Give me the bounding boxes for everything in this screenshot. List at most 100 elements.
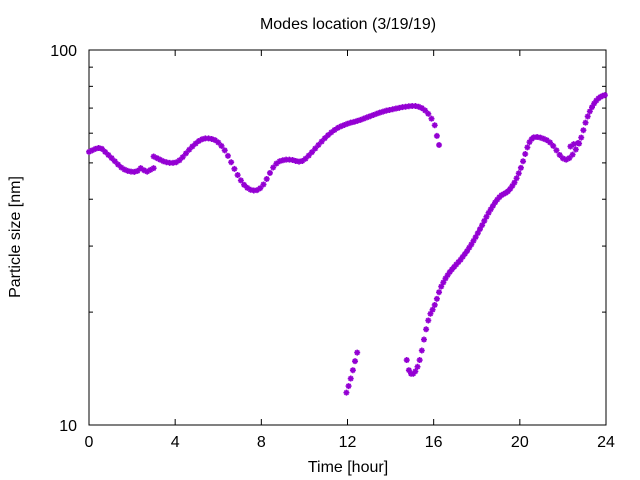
data-point [476, 226, 483, 233]
data-point [115, 161, 122, 168]
data-point [464, 248, 471, 255]
data-point [427, 310, 434, 317]
data-point [270, 164, 277, 171]
data-point [422, 107, 429, 114]
data-point [370, 111, 377, 118]
data-point [202, 135, 209, 142]
data-point [389, 106, 396, 113]
data-point [578, 134, 585, 141]
x-tick-label: 20 [511, 434, 529, 451]
data-point [431, 301, 438, 308]
data-point [509, 182, 516, 189]
data-point [347, 119, 354, 126]
data-point [423, 326, 430, 333]
data-point [215, 139, 222, 146]
data-point [461, 250, 468, 257]
data-point [440, 279, 447, 286]
axis-tick-labels: 0 4 8 12 16 20 24 10 100 [50, 43, 615, 451]
data-point [345, 383, 352, 390]
data-point [540, 135, 547, 142]
data-point [588, 104, 595, 111]
data-point [601, 92, 608, 99]
data-point [537, 134, 544, 141]
data-point [205, 135, 212, 142]
data-point [483, 213, 490, 220]
data-point [160, 158, 167, 165]
data-point [244, 184, 251, 191]
data-point [250, 187, 257, 194]
data-point [349, 367, 356, 374]
x-tick-label: 12 [339, 434, 357, 451]
data-point [367, 113, 374, 120]
data-point [553, 147, 560, 154]
data-point [474, 230, 481, 237]
data-point [468, 241, 475, 248]
data-point [446, 268, 453, 275]
y-tick-label: 100 [50, 43, 77, 60]
data-point [347, 375, 354, 382]
data-point [102, 148, 109, 155]
data-point [315, 142, 322, 149]
data-point [373, 110, 380, 117]
data-point [436, 289, 443, 296]
data-point [380, 108, 387, 115]
data-point [354, 349, 361, 356]
data-point [530, 134, 537, 141]
data-point [556, 151, 563, 158]
data-point [412, 103, 419, 110]
data-point [418, 105, 425, 112]
data-point [273, 160, 280, 167]
data-point [415, 103, 422, 110]
data-point [444, 272, 451, 279]
data-point [504, 188, 511, 195]
data-point [325, 132, 332, 139]
data-point [416, 357, 423, 364]
data-point [433, 132, 440, 139]
data-point [338, 123, 345, 130]
data-point [231, 165, 238, 172]
data-point [173, 159, 180, 166]
data-point [586, 108, 593, 115]
data-point [429, 306, 436, 313]
data-point [140, 167, 147, 174]
data-point [438, 283, 445, 290]
data-point [166, 159, 173, 166]
data-point [550, 142, 557, 149]
data-point [570, 141, 577, 148]
data-point [383, 107, 390, 114]
data-point [494, 196, 501, 203]
data-point [376, 109, 383, 116]
data-point [451, 263, 458, 270]
data-point [98, 145, 105, 152]
data-point [195, 137, 202, 144]
data-point [507, 185, 514, 192]
data-point [455, 259, 462, 266]
data-point [405, 103, 412, 110]
data-point [569, 151, 576, 158]
y-tick-label: 10 [59, 418, 77, 435]
y-axis-label: Particle size [nm] [7, 176, 24, 298]
data-point [105, 151, 112, 158]
data-point [302, 155, 309, 162]
data-point [357, 116, 364, 123]
data-point [453, 261, 460, 268]
data-point [137, 165, 144, 172]
data-point [237, 177, 244, 184]
data-point [254, 187, 261, 194]
data-point [466, 244, 473, 251]
data-point [574, 139, 581, 146]
data-point [566, 155, 573, 162]
data-point [263, 175, 270, 182]
data-point [199, 136, 206, 143]
data-point [524, 144, 531, 151]
x-axis-label: Time [hour] [308, 459, 388, 476]
x-tick-label: 24 [597, 434, 615, 451]
data-point [405, 367, 412, 374]
data-point [247, 186, 254, 193]
data-point [296, 158, 303, 165]
data-point [414, 363, 421, 370]
data-point [517, 164, 524, 171]
data-point [286, 156, 293, 163]
data-point [150, 153, 157, 160]
